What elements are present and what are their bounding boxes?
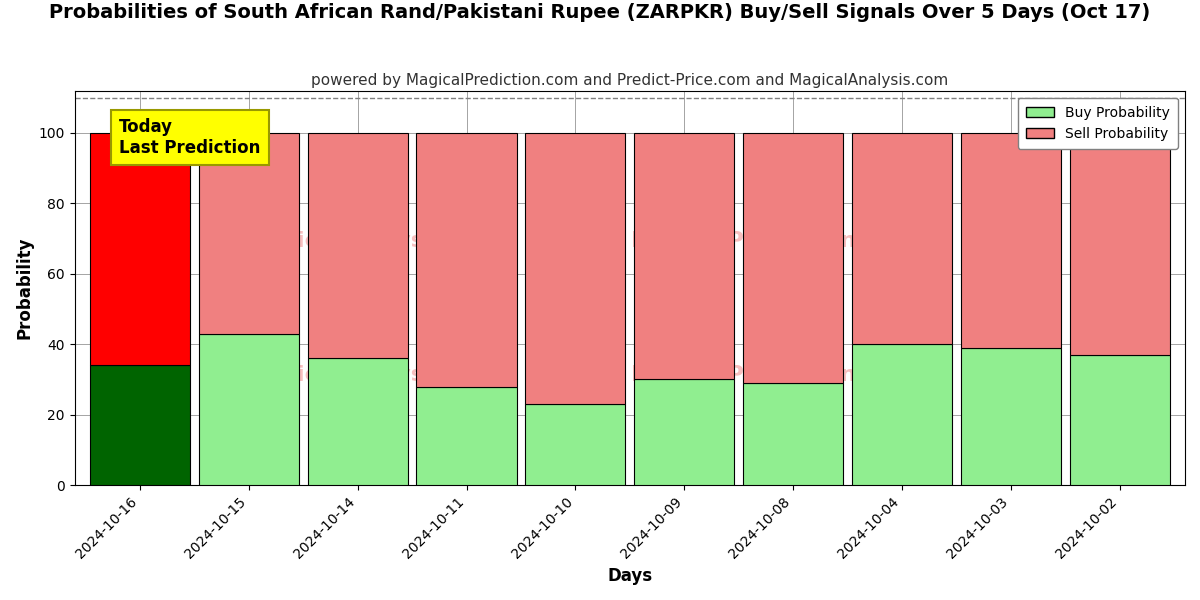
- Y-axis label: Probability: Probability: [16, 236, 34, 339]
- Text: Probabilities of South African Rand/Pakistani Rupee (ZARPKR) Buy/Sell Signals Ov: Probabilities of South African Rand/Paki…: [49, 3, 1151, 22]
- Bar: [90, 365, 190, 485]
- Legend: Buy Probability, Sell Probability: Buy Probability, Sell Probability: [1018, 98, 1178, 149]
- Bar: [743, 383, 844, 485]
- Bar: [526, 404, 625, 485]
- Bar: [961, 133, 1061, 348]
- Title: powered by MagicalPrediction.com and Predict-Price.com and MagicalAnalysis.com: powered by MagicalPrediction.com and Pre…: [311, 73, 948, 88]
- Bar: [199, 334, 299, 485]
- Bar: [852, 133, 952, 344]
- Text: MagicalAnalysis.com: MagicalAnalysis.com: [244, 365, 505, 385]
- Bar: [743, 133, 844, 383]
- Text: MagicalPrediction.com: MagicalPrediction.com: [631, 230, 917, 251]
- Bar: [90, 133, 190, 365]
- Bar: [1069, 133, 1170, 355]
- Bar: [199, 133, 299, 334]
- Bar: [416, 133, 517, 386]
- Bar: [852, 344, 952, 485]
- Bar: [416, 386, 517, 485]
- Text: MagicalAnalysis.com: MagicalAnalysis.com: [244, 230, 505, 251]
- Bar: [634, 133, 734, 379]
- Text: Today
Last Prediction: Today Last Prediction: [119, 118, 260, 157]
- Bar: [1069, 355, 1170, 485]
- Bar: [961, 348, 1061, 485]
- X-axis label: Days: Days: [607, 567, 653, 585]
- Bar: [526, 133, 625, 404]
- Text: MagicalPrediction.com: MagicalPrediction.com: [631, 365, 917, 385]
- Bar: [307, 133, 408, 358]
- Bar: [634, 379, 734, 485]
- Bar: [307, 358, 408, 485]
